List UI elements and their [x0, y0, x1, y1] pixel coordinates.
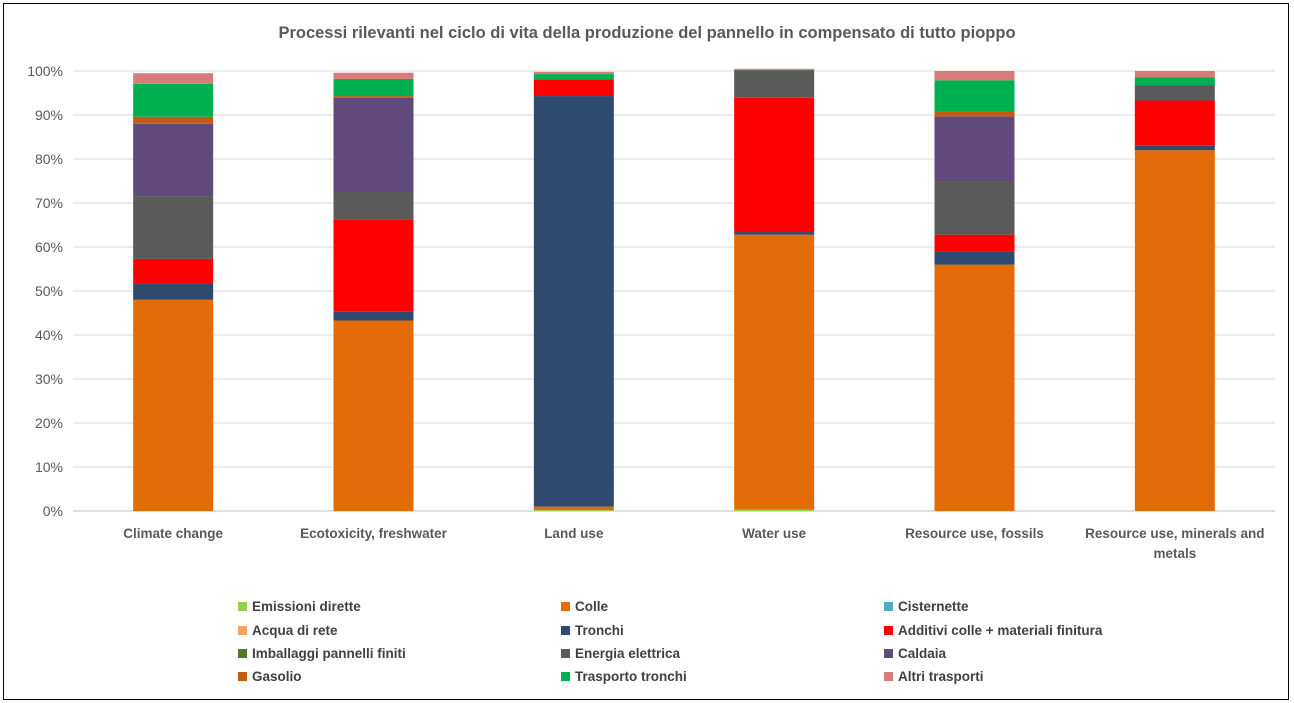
y-tick-label: 0%: [43, 503, 63, 519]
x-tick-label: Resource use, minerals and: [1085, 526, 1264, 541]
gridlines: [73, 70, 1275, 512]
legend-swatch: [561, 672, 570, 681]
bar-segment: [734, 234, 815, 510]
bar-segment: [934, 80, 1015, 112]
legend-swatch: [884, 649, 893, 658]
y-tick-label: 70%: [35, 195, 63, 211]
y-tick-label: 40%: [35, 327, 63, 343]
bar-segment: [533, 96, 614, 507]
bar-segment: [1134, 150, 1215, 511]
legend-label: Imballaggi pannelli finiti: [252, 646, 406, 661]
legend-swatch: [884, 602, 893, 611]
legend-swatch: [238, 602, 247, 611]
bar-segment: [1134, 100, 1215, 146]
x-tick-label: Climate change: [123, 526, 223, 541]
y-tick-label: 30%: [35, 371, 63, 387]
y-tick-label: 10%: [35, 459, 63, 475]
legend-label: Additivi colle + materiali finitura: [898, 623, 1103, 638]
bar-segment: [333, 96, 414, 98]
bar-segment: [934, 264, 1015, 511]
bar-segment: [533, 510, 614, 511]
x-tick-label: metals: [1153, 546, 1196, 561]
bar-segment: [934, 111, 1015, 117]
bar-segment: [133, 73, 214, 84]
bar-segment: [133, 83, 214, 117]
bar-segment: [1134, 85, 1215, 101]
legend-swatch: [561, 649, 570, 658]
bar-segment: [333, 320, 414, 511]
bar-segment: [333, 72, 414, 79]
y-tick-label: 50%: [35, 283, 63, 299]
legend-label: Gasolio: [252, 669, 302, 684]
legend-swatch: [238, 649, 247, 658]
bar-segment: [333, 219, 414, 312]
x-tick-label: Resource use, fossils: [905, 526, 1044, 541]
axes: 0% 10% 20% 30% 40% 50% 60% 70% 80% 90% 100% Climate…: [27, 63, 1264, 561]
legend-label: Energia elettrica: [575, 646, 681, 661]
bar-segment: [1134, 145, 1215, 151]
bar-segment: [533, 506, 614, 511]
legend-label: Altri trasporti: [898, 669, 984, 684]
bar-segment: [533, 71, 614, 75]
bar-segment: [934, 234, 1015, 252]
bar-segment: [133, 116, 214, 124]
chart-title: Processi rilevanti nel ciclo di vita del…: [278, 24, 1015, 42]
x-tick-label: Water use: [742, 526, 807, 541]
bar-segment: [1134, 71, 1215, 78]
bar-segment: [333, 78, 414, 97]
bar-segment: [333, 97, 414, 192]
y-tick-label: 100%: [27, 63, 63, 79]
x-tick-label: Ecotoxicity, freshwater: [300, 526, 448, 541]
legend-swatch: [238, 672, 247, 681]
bar-segment: [934, 71, 1015, 81]
legend-swatch: [561, 602, 570, 611]
bar-segment: [934, 251, 1015, 265]
bar-segment: [734, 97, 815, 233]
bar-segment: [734, 509, 815, 511]
bar-segment: [734, 68, 815, 70]
legend-label: Trasporto tronchi: [575, 669, 687, 684]
chart-frame: [3, 3, 1289, 700]
legend-label: Cisternette: [898, 599, 969, 614]
bar-segment: [934, 181, 1015, 235]
y-tick-label: 20%: [35, 415, 63, 431]
bar-segment: [133, 123, 214, 197]
legend-label: Acqua di rete: [252, 623, 338, 638]
legend: Emissioni dirette Colle Cisternette Acqua d…: [238, 599, 1103, 684]
legend-label: Tronchi: [575, 623, 624, 638]
bar-segment: [934, 116, 1015, 181]
bar-segment: [133, 299, 214, 511]
y-tick-label: 90%: [35, 107, 63, 123]
legend-label: Emissioni dirette: [252, 599, 361, 614]
bar-segment: [133, 258, 214, 284]
legend-label: Caldaia: [898, 646, 947, 661]
bars: [133, 68, 1215, 511]
legend-swatch: [238, 626, 247, 635]
bar-segment: [734, 70, 815, 98]
bar-segment: [133, 283, 214, 300]
y-tick-label: 80%: [35, 151, 63, 167]
legend-label: Colle: [575, 599, 608, 614]
legend-swatch: [561, 626, 570, 635]
bar-segment: [533, 79, 614, 97]
bar-segment: [333, 192, 414, 220]
bar-segment: [1134, 77, 1215, 86]
legend-swatch: [884, 672, 893, 681]
bar-segment: [734, 232, 815, 235]
legend-swatch: [884, 626, 893, 635]
bar-segment: [533, 74, 614, 80]
bar-segment: [133, 196, 214, 259]
y-tick-label: 60%: [35, 239, 63, 255]
bar-segment: [333, 311, 414, 321]
x-tick-label: Land use: [544, 526, 604, 541]
